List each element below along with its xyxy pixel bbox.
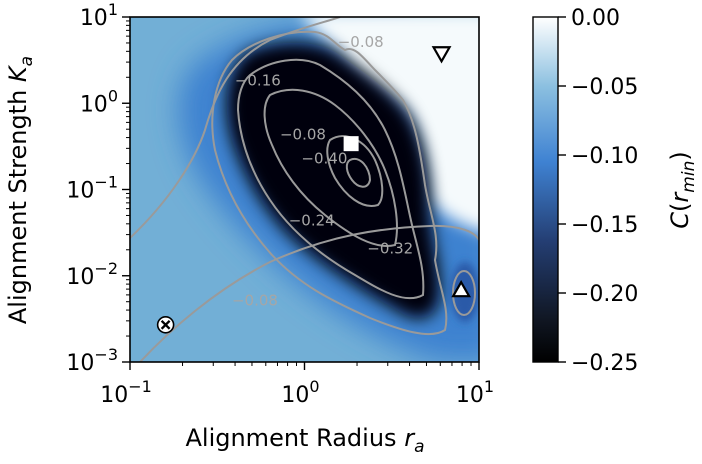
contour-label: −0.40: [301, 150, 347, 168]
contour-line: [452, 270, 476, 316]
contour-line: [345, 157, 372, 188]
contour-labels: −0.08 −0.16 −0.08 −0.08 −0.40 −0.24 −0.32: [232, 33, 413, 310]
x-tick-label: 100: [281, 377, 319, 408]
colorbar-tick-label: −0.05: [571, 75, 638, 100]
x-tick-label: 10−1: [100, 377, 152, 408]
x-axis-title: Alignment Radius ra: [185, 424, 424, 457]
contour-line: [263, 88, 398, 247]
x-cross-mark: [160, 319, 171, 330]
colorbar-tick-label: −0.10: [571, 144, 638, 169]
x-tick-label: 101: [456, 377, 494, 408]
colorbar-tick-label: 0.00: [571, 6, 620, 31]
colorbar: [532, 16, 559, 363]
heatmap-dark-region: [226, 42, 440, 319]
contour-label: −0.08: [232, 292, 278, 310]
contour-label: −0.08: [280, 125, 326, 143]
y-tick-label: 10−1: [66, 173, 118, 204]
contour-line: [139, 224, 479, 362]
contour-lines: [130, 17, 479, 362]
triangle-up-marker: [451, 279, 472, 298]
colorbar-axis: 0.00 −0.05 −0.10 −0.15 −0.20 −0.25: [558, 6, 638, 376]
y-tick-label: 100: [80, 86, 118, 117]
markers: [156, 46, 472, 334]
y-tick-label: 10−3: [66, 345, 118, 376]
heatmap-white-region: [304, 17, 479, 231]
triangle-down-marker: [431, 46, 452, 64]
colorbar-tick-label: −0.25: [571, 351, 638, 376]
contour-line: [211, 30, 448, 336]
heatmap-field: −0.08 −0.16 −0.08 −0.08 −0.40 −0.24 −0.32: [130, 17, 479, 362]
contour-line: [130, 17, 341, 239]
y-tick-label: 10−2: [66, 259, 118, 290]
contour-label: −0.08: [338, 33, 384, 51]
contour-label: −0.16: [235, 72, 281, 90]
contour-line: [326, 135, 384, 207]
y-axis-title: Alignment Strength Ka: [4, 56, 37, 324]
colorbar-tick-label: −0.20: [571, 282, 638, 307]
contour-label: −0.24: [289, 212, 335, 230]
y-tick-label: 101: [80, 0, 118, 31]
square-marker: [343, 136, 359, 152]
axes: 10−1 100 101 10−3 10−2 10−1 100 101: [66, 0, 494, 408]
contour-line: [236, 58, 425, 300]
colorbar-tick-label: −0.15: [571, 213, 638, 238]
contour-label: −0.32: [367, 240, 413, 258]
colorbar-title: C(rmin): [666, 151, 699, 228]
